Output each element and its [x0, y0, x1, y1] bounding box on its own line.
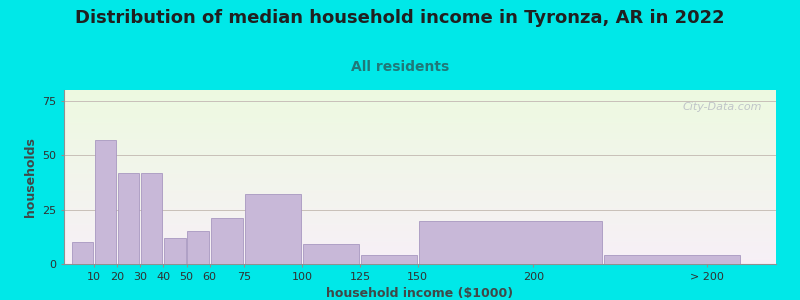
Bar	[187, 231, 209, 264]
X-axis label: household income ($1000): household income ($1000)	[326, 287, 514, 300]
Bar	[72, 242, 93, 264]
Text: Distribution of median household income in Tyronza, AR in 2022: Distribution of median household income …	[75, 9, 725, 27]
Bar	[210, 218, 243, 264]
Bar	[164, 238, 186, 264]
Bar	[246, 194, 301, 264]
Bar	[418, 220, 602, 264]
Bar	[142, 172, 162, 264]
Y-axis label: households: households	[24, 137, 37, 217]
Bar	[95, 140, 116, 264]
Bar	[303, 244, 359, 264]
Text: City-Data.com: City-Data.com	[682, 102, 762, 112]
Bar	[361, 255, 417, 264]
Text: All residents: All residents	[351, 60, 449, 74]
Bar	[118, 172, 139, 264]
Bar	[603, 255, 741, 264]
